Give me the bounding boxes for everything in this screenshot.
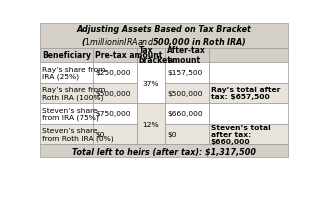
- Text: Beneficiary: Beneficiary: [42, 51, 91, 60]
- Bar: [40, 63, 93, 83]
- Bar: [165, 124, 209, 145]
- Bar: [40, 145, 288, 157]
- Bar: [209, 48, 288, 63]
- Bar: [93, 104, 137, 124]
- Bar: [165, 63, 209, 83]
- Text: Total left to heirs (after tax): $1,317,500: Total left to heirs (after tax): $1,317,…: [72, 146, 256, 155]
- Text: Adjusting Assets Based on Tax Bracket
($1 million in IRA and $500,000 in Roth IR: Adjusting Assets Based on Tax Bracket ($…: [76, 25, 252, 48]
- Text: $157,500: $157,500: [167, 70, 203, 76]
- Bar: [165, 104, 209, 124]
- Bar: [40, 124, 93, 145]
- Bar: [165, 83, 209, 104]
- Bar: [209, 124, 288, 145]
- Text: Tax
bracket: Tax bracket: [139, 46, 172, 65]
- Text: $0: $0: [95, 131, 105, 137]
- Text: 37%: 37%: [143, 80, 159, 86]
- Text: $250,000: $250,000: [95, 70, 131, 76]
- Bar: [209, 63, 288, 83]
- Text: Steven’s total
after tax:
$660,000: Steven’s total after tax: $660,000: [211, 124, 270, 144]
- Bar: [40, 83, 93, 104]
- Bar: [93, 83, 137, 104]
- Text: $0: $0: [167, 131, 177, 137]
- Bar: [93, 63, 137, 83]
- Bar: [137, 63, 165, 104]
- Bar: [209, 83, 288, 104]
- Text: $500,000: $500,000: [167, 90, 203, 96]
- Text: 12%: 12%: [143, 121, 159, 127]
- Text: Ray’s share from
IRA (25%): Ray’s share from IRA (25%): [42, 66, 105, 80]
- Bar: [209, 104, 288, 124]
- Bar: [165, 48, 209, 63]
- Text: Steven’s share
from IRA (75%): Steven’s share from IRA (75%): [42, 107, 99, 121]
- Bar: [40, 48, 93, 63]
- Text: $500,000: $500,000: [95, 90, 131, 96]
- Bar: [40, 104, 93, 124]
- Bar: [93, 48, 137, 63]
- Text: Steven’s share
from Roth IRA (0%): Steven’s share from Roth IRA (0%): [42, 128, 114, 141]
- Text: Pre-tax amount: Pre-tax amount: [95, 51, 163, 60]
- Bar: [40, 24, 288, 48]
- Text: $660,000: $660,000: [167, 111, 203, 117]
- Bar: [93, 124, 137, 145]
- Bar: [137, 104, 165, 145]
- Text: Ray’s total after
tax: $657,500: Ray’s total after tax: $657,500: [211, 87, 280, 100]
- Text: $750,000: $750,000: [95, 111, 131, 117]
- Text: After-tax
amount: After-tax amount: [167, 46, 206, 65]
- Text: Ray’s share from
Roth IRA (100%): Ray’s share from Roth IRA (100%): [42, 87, 105, 100]
- Bar: [137, 48, 165, 63]
